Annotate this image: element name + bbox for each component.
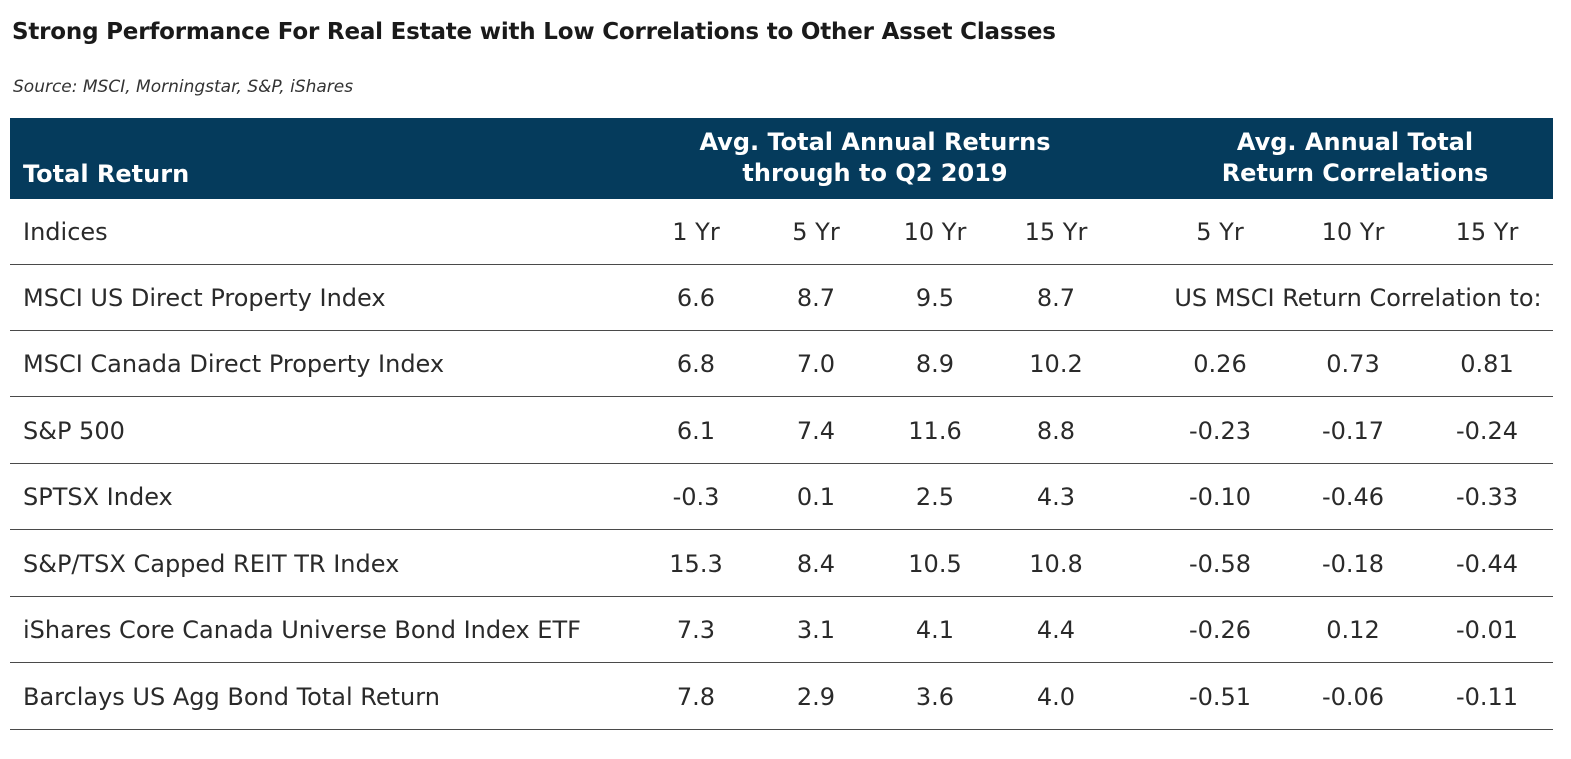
row-label: S&P/TSX Capped REIT TR Index — [23, 550, 400, 578]
header-correlations-line2: Return Correlations — [1221, 159, 1489, 187]
return-5yr: 7.0 — [796, 350, 836, 378]
correlation-15yr: -0.44 — [1455, 550, 1519, 578]
table-title: Strong Performance For Real Estate with … — [12, 19, 1056, 45]
return-10yr: 9.5 — [915, 284, 955, 312]
return-1yr: -0.3 — [672, 483, 720, 511]
row-label: iShares Core Canada Universe Bond Index … — [23, 616, 581, 644]
table-row: MSCI US Direct Property Index 6.6 8.7 9.… — [10, 265, 1553, 331]
return-1yr: 7.3 — [676, 616, 716, 644]
correlation-5yr: -0.10 — [1188, 483, 1252, 511]
subheader-corr-5yr: 5 Yr — [1196, 218, 1244, 246]
header-correlations-group: Avg. Annual Total Return Correlations — [1185, 127, 1525, 189]
return-15yr: 4.3 — [1036, 483, 1076, 511]
return-1yr: 6.8 — [676, 350, 716, 378]
return-5yr: 3.1 — [796, 616, 836, 644]
return-1yr: 15.3 — [669, 550, 723, 578]
header-correlations-line1: Avg. Annual Total — [1236, 128, 1474, 156]
return-10yr: 3.6 — [915, 683, 955, 711]
correlation-10yr: -0.46 — [1321, 483, 1385, 511]
header-avg-returns-group: Avg. Total Annual Returns through to Q2 … — [665, 127, 1085, 189]
correlation-15yr: -0.24 — [1455, 417, 1519, 445]
return-5yr: 8.7 — [796, 284, 836, 312]
correlation-10yr: 0.12 — [1326, 616, 1380, 644]
row-label: S&P 500 — [23, 417, 125, 445]
return-15yr: 10.2 — [1029, 350, 1083, 378]
row-label: MSCI US Direct Property Index — [23, 284, 386, 312]
subheader-return-15yr: 15 Yr — [1024, 218, 1088, 246]
return-10yr: 2.5 — [915, 483, 955, 511]
return-5yr: 8.4 — [796, 550, 836, 578]
correlation-10yr: -0.18 — [1321, 550, 1385, 578]
correlation-15yr: -0.11 — [1455, 683, 1519, 711]
header-total-return: Total Return — [23, 160, 190, 188]
return-15yr: 8.8 — [1036, 417, 1076, 445]
correlation-10yr: -0.06 — [1321, 683, 1385, 711]
correlation-15yr: 0.81 — [1460, 350, 1514, 378]
table-row: Barclays US Agg Bond Total Return 7.8 2.… — [10, 664, 1553, 730]
correlation-10yr: -0.17 — [1321, 417, 1385, 445]
table-row: SPTSX Index -0.3 0.1 2.5 4.3 -0.10 -0.46… — [10, 464, 1553, 530]
table-row: iShares Core Canada Universe Bond Index … — [10, 597, 1553, 663]
return-1yr: 7.8 — [676, 683, 716, 711]
return-5yr: 7.4 — [796, 417, 836, 445]
subheader-return-1yr: 1 Yr — [672, 218, 720, 246]
correlation-10yr: 0.73 — [1326, 350, 1380, 378]
correlation-5yr: -0.51 — [1188, 683, 1252, 711]
table-header: Total Return Avg. Total Annual Returns t… — [10, 118, 1553, 199]
return-15yr: 10.8 — [1029, 550, 1083, 578]
return-10yr: 10.5 — [908, 550, 962, 578]
return-15yr: 4.0 — [1036, 683, 1076, 711]
return-15yr: 8.7 — [1036, 284, 1076, 312]
header-avg-returns-line2: through to Q2 2019 — [742, 159, 1008, 187]
return-10yr: 11.6 — [908, 417, 962, 445]
return-10yr: 8.9 — [915, 350, 955, 378]
correlation-5yr: -0.23 — [1188, 417, 1252, 445]
subheader-return-10yr: 10 Yr — [903, 218, 967, 246]
row-label: Barclays US Agg Bond Total Return — [23, 683, 440, 711]
source-note: Source: MSCI, Morningstar, S&P, iShares — [13, 77, 354, 97]
correlation-15yr: -0.33 — [1455, 483, 1519, 511]
table-row: MSCI Canada Direct Property Index 6.8 7.… — [10, 331, 1553, 397]
subheader-row: Indices 1 Yr 5 Yr 10 Yr 15 Yr 5 Yr 10 Yr… — [10, 199, 1553, 265]
subheader-corr-15yr: 15 Yr — [1455, 218, 1519, 246]
return-15yr: 4.4 — [1036, 616, 1076, 644]
table-row: S&P/TSX Capped REIT TR Index 15.3 8.4 10… — [10, 531, 1553, 597]
return-1yr: 6.1 — [676, 417, 716, 445]
return-5yr: 2.9 — [796, 683, 836, 711]
subheader-corr-10yr: 10 Yr — [1321, 218, 1385, 246]
row-label: SPTSX Index — [23, 483, 173, 511]
correlation-15yr: -0.01 — [1455, 616, 1519, 644]
return-1yr: 6.6 — [676, 284, 716, 312]
correlation-5yr: 0.26 — [1193, 350, 1247, 378]
subheader-indices: Indices — [23, 218, 108, 246]
return-5yr: 0.1 — [796, 483, 836, 511]
correlation-5yr: -0.58 — [1188, 550, 1252, 578]
header-avg-returns-line1: Avg. Total Annual Returns — [699, 128, 1051, 156]
subheader-return-5yr: 5 Yr — [792, 218, 840, 246]
correlation-note: US MSCI Return Correlation to: — [1174, 284, 1542, 312]
table-row: S&P 500 6.1 7.4 11.6 8.8 -0.23 -0.17 -0.… — [10, 398, 1553, 464]
row-label: MSCI Canada Direct Property Index — [23, 350, 445, 378]
correlation-5yr: -0.26 — [1188, 616, 1252, 644]
return-10yr: 4.1 — [915, 616, 955, 644]
